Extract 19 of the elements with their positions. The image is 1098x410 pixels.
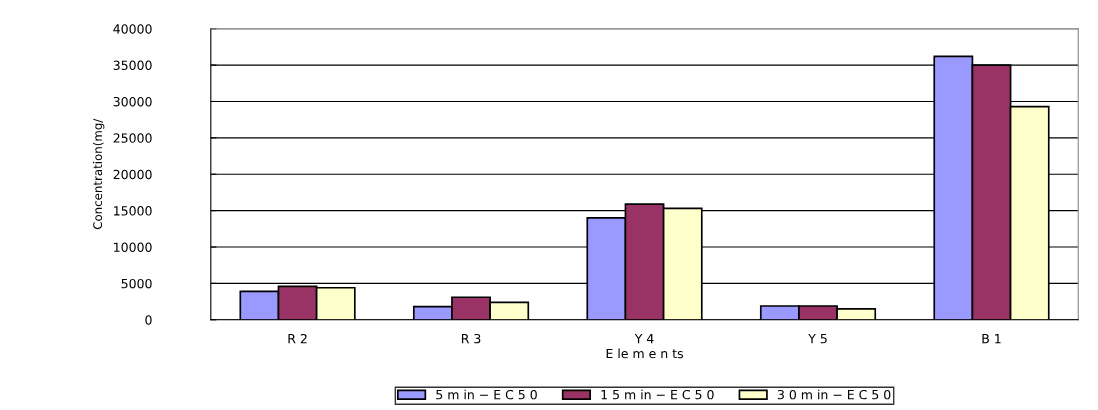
x-tick-label: R 2 bbox=[288, 333, 307, 344]
x-tick-label: Y 5 bbox=[808, 334, 827, 344]
y-tick-label: 40000 bbox=[113, 24, 152, 34]
y-tick-label: 20000 bbox=[113, 169, 152, 180]
legend-label: 5 m in − E C 5 0 bbox=[436, 389, 537, 400]
y-axis-title: Concentration(mg/ bbox=[92, 118, 105, 230]
y-tick-label: 30000 bbox=[113, 96, 152, 107]
y-tick-label: 0 bbox=[145, 315, 152, 325]
legend-label: 1 5 m in − E C 5 0 bbox=[601, 389, 714, 400]
legend-label: 3 0 m in − E C 5 0 bbox=[777, 389, 891, 400]
y-tick-label: 15000 bbox=[114, 206, 152, 216]
y-tick-label: 35000 bbox=[113, 60, 152, 71]
x-tick-label: Y 4 bbox=[634, 334, 654, 344]
y-tick-label: 5000 bbox=[121, 278, 152, 289]
y-tick-label: 10000 bbox=[114, 242, 152, 252]
y-tick-label: 25000 bbox=[113, 133, 152, 143]
x-tick-label: B 1 bbox=[982, 334, 1001, 344]
x-tick-label: R 3 bbox=[461, 333, 481, 344]
x-axis-title: E le m e n ts bbox=[606, 348, 683, 359]
